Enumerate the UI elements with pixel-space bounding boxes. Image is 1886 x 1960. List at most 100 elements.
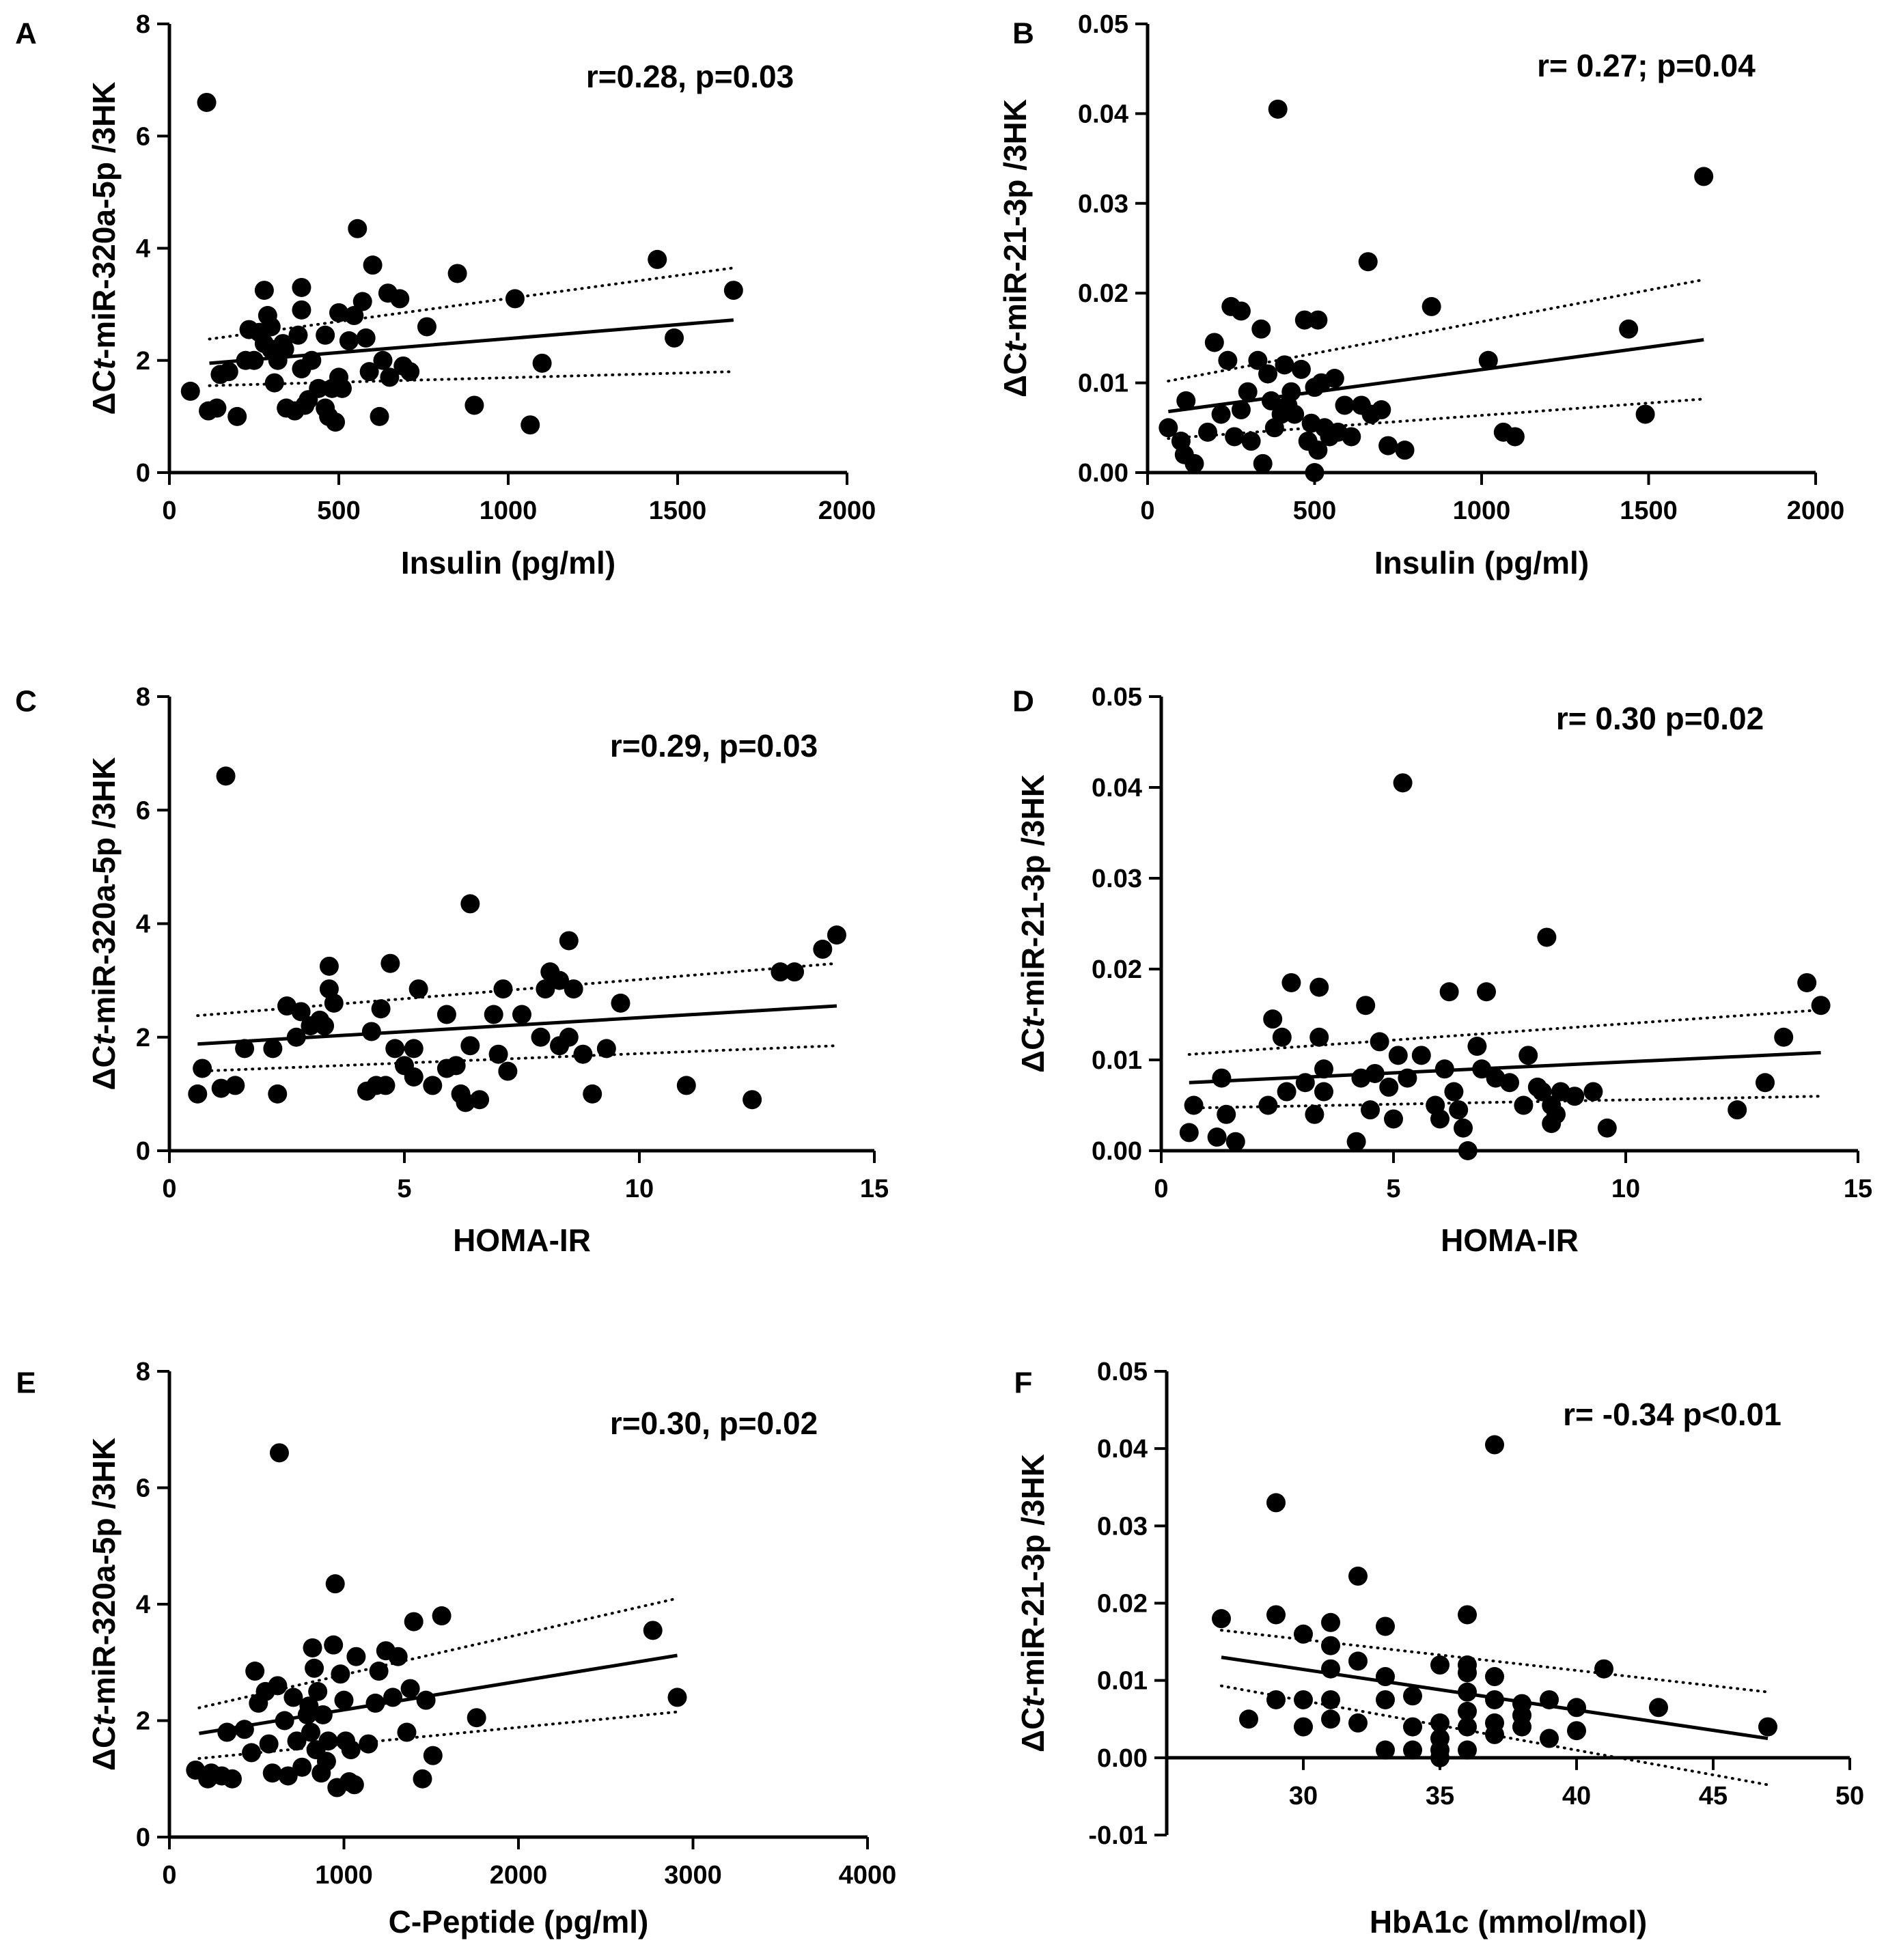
data-point [785,962,805,982]
data-point [1635,404,1655,424]
data-point [1179,1123,1199,1143]
data-point [827,925,846,945]
data-point [743,1090,762,1110]
data-point [771,962,790,982]
data-point [1231,400,1251,420]
data-point [361,1022,381,1041]
data-point [1485,1724,1504,1744]
data-point [1348,1566,1368,1586]
data-point [432,1606,452,1626]
y-axis-title-part: ΔC [86,1726,122,1771]
data-point [493,979,513,999]
data-point [1454,1118,1473,1138]
y-tick-label: 4 [136,910,150,939]
data-point [315,1016,335,1036]
x-axis-title: HOMA-IR [1441,1222,1579,1258]
data-point [1537,927,1557,947]
data-point [723,281,743,300]
x-tick-label: 0 [1154,1175,1168,1203]
data-point [1619,319,1639,339]
data-point [261,317,281,337]
data-point [1285,404,1305,424]
data-point [1239,1709,1258,1729]
panel-b: 0.00 0.01 0.02 0.03 0.04 0.05 0 500 1000 1500 2000… [997,10,1844,580]
regression-line [209,318,734,365]
data-point [1393,773,1413,793]
data-point [1225,1132,1245,1151]
data-point [1430,1713,1450,1733]
x-tick-label: 0 [162,1175,176,1203]
y-axis-title: ΔCt-miR-21-3p /3HK [1015,774,1051,1073]
y-axis-title-part: ΔC [1015,1707,1051,1752]
data-point [1403,1686,1422,1706]
data-point [416,1690,436,1710]
data-point [400,1679,420,1698]
data-point [1294,1717,1313,1737]
x-axis-title: Insulin (pg/ml) [1374,545,1589,580]
x-tick-label: 1000 [1453,496,1511,525]
data-point [1305,1104,1325,1124]
ci-lower-line [1167,397,1706,440]
data-point [359,362,379,382]
data-point [1467,1037,1487,1056]
data-point [234,1720,254,1739]
y-axis-title-part: t [86,1033,122,1045]
data-point [1518,1046,1538,1065]
correlation-annotation: r=0.29, p=0.03 [610,728,818,764]
y-tick-label: 0.02 [1078,279,1128,308]
data-point [1485,1690,1504,1709]
panel-letter: B [1012,17,1034,51]
data-point [352,292,372,311]
y-axis-title-part: -miR-21-3p /3HK [997,99,1033,341]
data-point [488,1044,508,1064]
y-tick-label: 0.01 [1078,369,1128,398]
data-point [329,303,348,322]
data-point [521,415,540,435]
data-point [464,395,484,415]
data-point [344,306,364,326]
data-point [188,1084,208,1104]
data-point [180,381,200,401]
data-point [1434,1059,1454,1079]
data-point [309,378,329,398]
data-point [275,339,294,359]
data-point [1335,395,1355,415]
data-point [1365,1063,1385,1083]
data-point [275,1711,294,1731]
correlation-annotation: r=0.28, p=0.03 [586,59,794,94]
data-point [460,894,480,914]
data-point [484,1005,503,1024]
correlation-annotation: r= 0.30 p=0.02 [1556,701,1764,736]
data-point [417,317,436,337]
x-tick-label: 40 [1562,1782,1591,1810]
data-point [262,1763,282,1783]
y-tick-label: 6 [136,122,150,151]
data-point [308,1681,328,1701]
data-point [1212,1609,1231,1629]
data-point [1540,1728,1559,1748]
data-point [380,953,400,973]
data-point [1294,1624,1313,1644]
data-point [1241,432,1261,451]
data-point [1294,1690,1313,1709]
y-axis-title-part: t [997,341,1033,352]
data-point [436,1005,456,1024]
data-point [292,1757,312,1777]
data-point [423,1746,443,1765]
data-point [269,1443,289,1463]
x-tick-label: 500 [1293,496,1336,525]
data-point [1565,1087,1585,1106]
ci-lower-line [196,1044,838,1073]
data-point [222,1769,242,1789]
y-axis-title-part: t [86,358,122,369]
x-tick-label: 2000 [1787,496,1845,525]
data-point [371,999,391,1019]
data-point [1314,1082,1333,1102]
y-tick-label: 2 [136,1024,150,1052]
data-point [1281,382,1301,402]
data-point [283,1688,303,1707]
data-point [1458,1740,1477,1760]
x-tick-label: 4000 [839,1861,897,1890]
data-point [376,1076,396,1095]
data-point [1449,1100,1469,1120]
